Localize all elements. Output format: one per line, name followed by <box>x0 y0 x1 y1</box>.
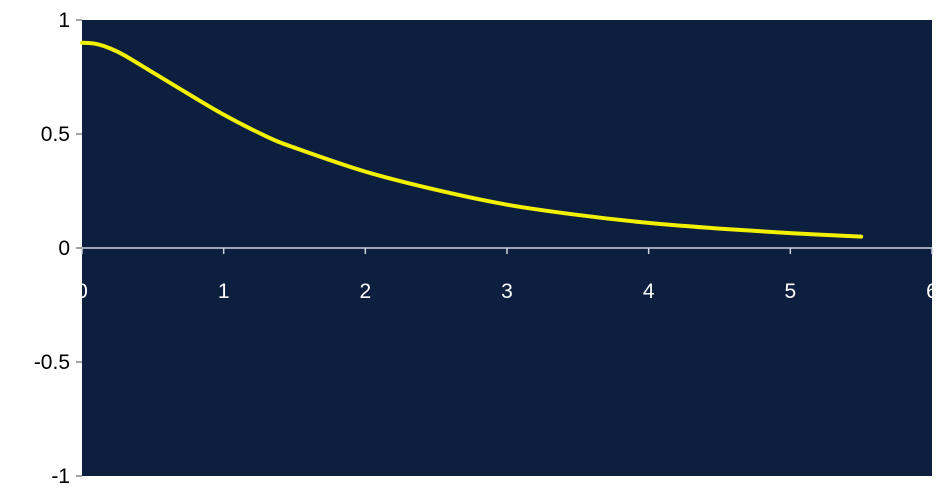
y-tick-label: 1 <box>58 9 70 32</box>
x-tick-label: 0 <box>76 280 88 303</box>
series-line-0 <box>80 40 864 239</box>
y-tick-label: -0.5 <box>34 351 70 374</box>
y-tick-label: 0 <box>58 237 70 260</box>
x-tick-label: 2 <box>359 280 371 303</box>
x-tick-label: 3 <box>501 280 513 303</box>
x-tick-label: 6 <box>926 280 938 303</box>
x-tick-label: 1 <box>218 280 230 303</box>
y-tick-label: -1 <box>51 465 70 488</box>
y-tick-label: 0.5 <box>41 123 70 146</box>
x-tick-label: 5 <box>784 280 796 303</box>
x-tick-label: 4 <box>643 280 655 303</box>
